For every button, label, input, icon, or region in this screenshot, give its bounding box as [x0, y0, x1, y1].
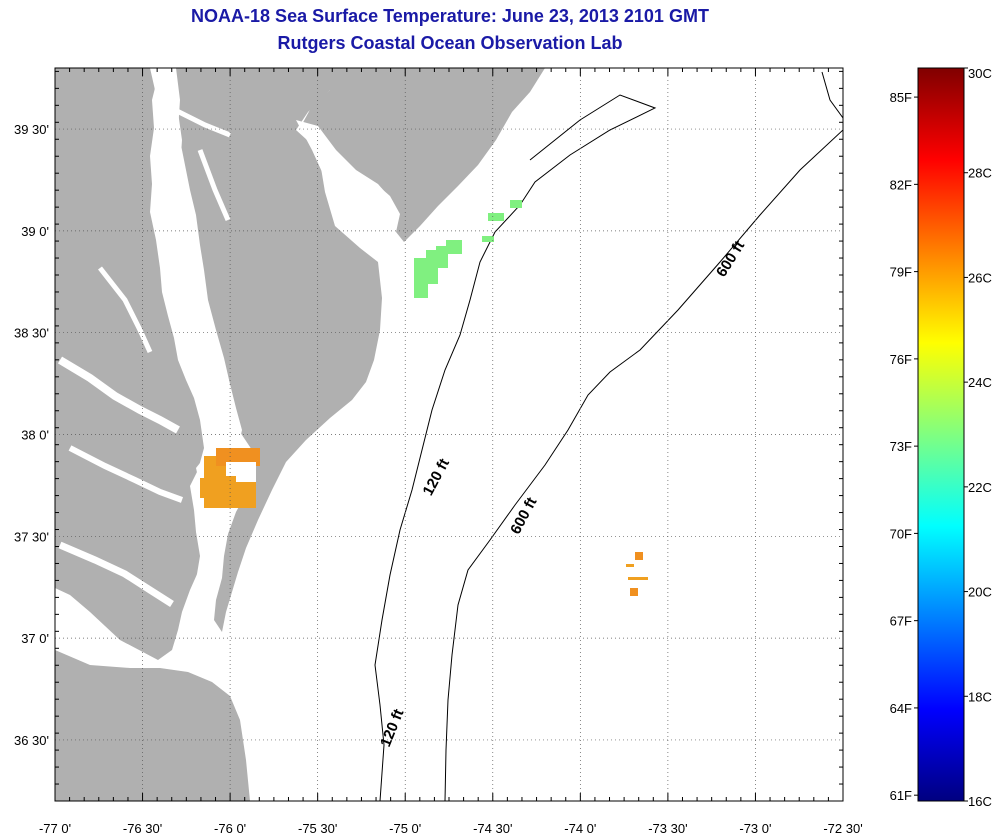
- upper-bay-rivers: [173, 107, 231, 221]
- colorbar-label-f: 76F: [890, 352, 912, 367]
- colorbar-label-f: 85F: [890, 90, 912, 105]
- colorbar-label-c: 26C: [968, 270, 992, 285]
- colorbar-label-c: 20C: [968, 585, 992, 600]
- lon-tick-label: -75 30': [298, 821, 337, 836]
- carolina-mainland: [55, 650, 250, 801]
- york-james-river: [58, 541, 174, 607]
- lon-tick-label: -76 30': [123, 821, 162, 836]
- lon-tick-label: -75 0': [389, 821, 421, 836]
- lat-tick-label: 39 0': [21, 224, 49, 239]
- contour-120ft: [374, 94, 657, 801]
- colorbar-label-c: 30C: [968, 66, 992, 81]
- colorbar-label-f: 61F: [890, 788, 912, 803]
- delaware-bay: [296, 120, 398, 262]
- colorbar-label-c: 22C: [968, 480, 992, 495]
- lat-tick-label: 38 0': [21, 428, 49, 443]
- colorbar-label-c: 18C: [968, 689, 992, 704]
- colorbar-label-f: 70F: [890, 526, 912, 541]
- colorbar-label-c: 16C: [968, 794, 992, 809]
- rappahannock-river: [68, 445, 184, 503]
- lon-tick-label: -73 0': [739, 821, 771, 836]
- colorbar-label-c: 24C: [968, 375, 992, 390]
- colorbar-label-f: 64F: [890, 701, 912, 716]
- lat-tick-label: 37 0': [21, 631, 49, 646]
- colorbar-labels: 30C 28C 26C 24C 22C 20C 18C 16C 85F 82F 79F 76F 73F 7…: [890, 66, 992, 809]
- map-ticks: [54, 68, 844, 802]
- lon-tick-label: -74 0': [564, 821, 596, 836]
- virginia-mainland: [55, 68, 212, 660]
- new-jersey: [300, 68, 545, 242]
- contour-600ft-b: [821, 71, 843, 119]
- patuxent-river: [98, 266, 153, 354]
- sst-pixels-green: [414, 200, 522, 298]
- lon-tick-label: -76 0': [214, 821, 246, 836]
- colorbar-label-f: 73F: [890, 439, 912, 454]
- colorbar-label-f: 82F: [890, 177, 912, 192]
- graticule: [55, 68, 843, 801]
- colorbar-label-f: 79F: [890, 265, 912, 280]
- lat-tick-label: 39 30': [14, 122, 49, 137]
- lon-tick-label: -72 30': [823, 821, 862, 836]
- lon-tick-label: -77 0': [39, 821, 71, 836]
- lat-tick-label: 36 30': [14, 733, 49, 748]
- map-tick-labels: -77 0' -76 30' -76 0' -75 30' -75 0' -74 30' -…: [14, 122, 863, 836]
- lon-tick-label: -74 30': [473, 821, 512, 836]
- colorbar-label-c: 28C: [968, 166, 992, 181]
- lat-tick-label: 37 30': [14, 529, 49, 544]
- chesapeake-bay: [150, 68, 242, 660]
- colorbar: [917, 67, 965, 802]
- map-title: NOAA-18 Sea Surface Temperature: June 23…: [191, 6, 709, 26]
- colorbar-label-f: 67F: [890, 614, 912, 629]
- contour-600ft-a: [444, 129, 843, 801]
- lon-tick-label: -73 30': [648, 821, 687, 836]
- potomac-river: [57, 356, 180, 434]
- map-subtitle: Rutgers Coastal Ocean Observation Lab: [277, 33, 623, 53]
- lat-tick-label: 38 30': [14, 326, 49, 341]
